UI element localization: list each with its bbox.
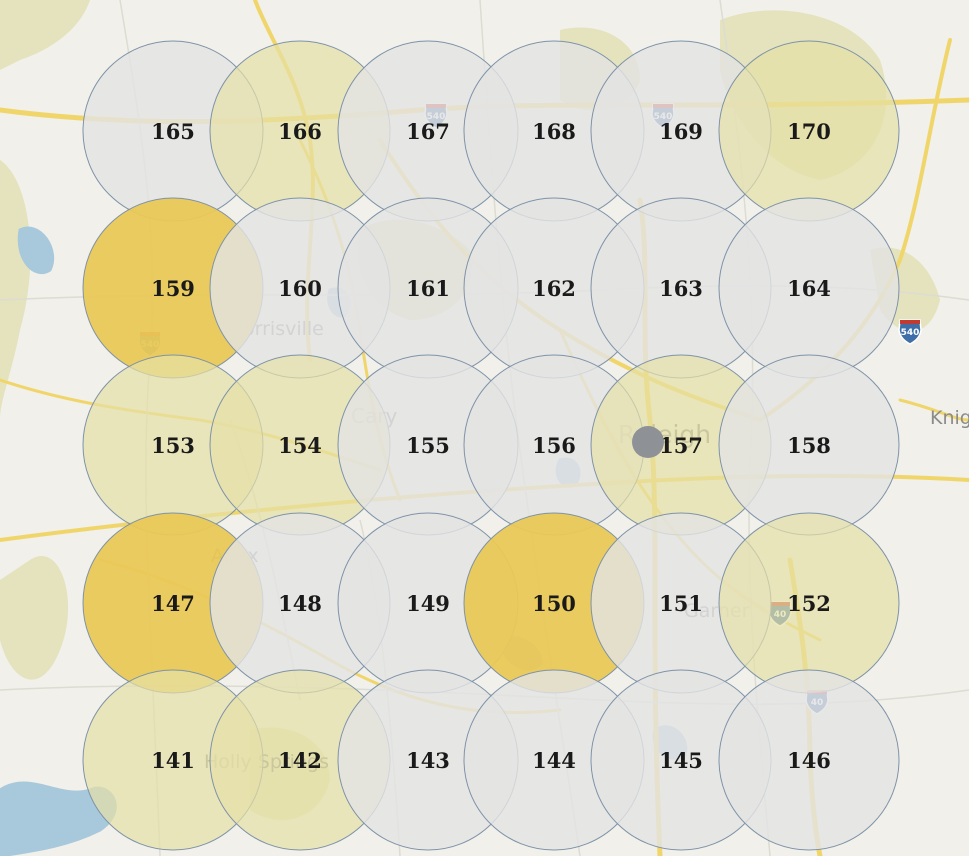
grid-cell-label: 169 <box>659 119 703 144</box>
grid-cell-label: 145 <box>659 748 703 773</box>
grid-cell-label: 165 <box>151 119 195 144</box>
grid-cell-150[interactable]: 150 <box>463 512 645 694</box>
grid-cell-166[interactable]: 166 <box>209 40 391 222</box>
shield-540-d-icon: 540 <box>898 319 922 345</box>
grid-cell-142[interactable]: 142 <box>209 669 391 851</box>
grid-cell-label: 154 <box>278 433 322 458</box>
grid-cell-label: 144 <box>532 748 576 773</box>
grid-cell-label: 168 <box>532 119 576 144</box>
grid-cell-163[interactable]: 163 <box>590 197 772 379</box>
grid-cell-147[interactable]: 147 <box>82 512 264 694</box>
grid-cell-145[interactable]: 145 <box>590 669 772 851</box>
grid-cell-label: 161 <box>406 276 450 301</box>
place-label-knightdale: Knig <box>930 407 969 429</box>
grid-cell-label: 164 <box>787 276 831 301</box>
grid-cell-label: 148 <box>278 591 322 616</box>
grid-cell-label: 152 <box>787 591 831 616</box>
grid-cell-label: 160 <box>278 276 322 301</box>
grid-cell-label: 150 <box>532 591 576 616</box>
grid-cell-label: 158 <box>787 433 831 458</box>
grid-cell-label: 155 <box>406 433 450 458</box>
grid-cell-label: 163 <box>659 276 703 301</box>
grid-cell-label: 149 <box>406 591 450 616</box>
grid-cell-label: 167 <box>406 119 450 144</box>
grid-cell-label: 157 <box>659 433 703 458</box>
grid-cell-label: 147 <box>151 591 195 616</box>
grid-cell-label: 170 <box>787 119 831 144</box>
grid-cell-label: 156 <box>532 433 576 458</box>
grid-cell-label: 146 <box>787 748 831 773</box>
grid-cell-label: 143 <box>406 748 450 773</box>
grid-cell-154[interactable]: 154 <box>209 354 391 536</box>
grid-cell-148[interactable]: 148 <box>209 512 391 694</box>
grid-cell-label: 142 <box>278 748 322 773</box>
shield-label: 540 <box>901 328 920 338</box>
grid-cell-label: 141 <box>151 748 195 773</box>
grid-cell-label: 162 <box>532 276 576 301</box>
grid-cell-152[interactable]: 152 <box>718 512 900 694</box>
grid-cell-158[interactable]: 158 <box>718 354 900 536</box>
grid-cell-170[interactable]: 170 <box>718 40 900 222</box>
grid-circle[interactable] <box>718 669 900 851</box>
grid-cell-144[interactable]: 144 <box>463 669 645 851</box>
grid-cell-164[interactable]: 164 <box>718 197 900 379</box>
grid-cell-168[interactable]: 168 <box>463 40 645 222</box>
grid-cell-146[interactable]: 146 <box>718 669 900 851</box>
location-marker-icon[interactable] <box>632 426 664 458</box>
grid-cell-143[interactable]: 143 <box>337 669 519 851</box>
grid-cell-151[interactable]: 151 <box>590 512 772 694</box>
grid-cell-label: 151 <box>659 591 703 616</box>
grid-cell-label: 153 <box>151 433 195 458</box>
grid-cell-label: 166 <box>278 119 322 144</box>
grid-cell-169[interactable]: 169 <box>590 40 772 222</box>
grid-cell-label: 159 <box>151 276 195 301</box>
